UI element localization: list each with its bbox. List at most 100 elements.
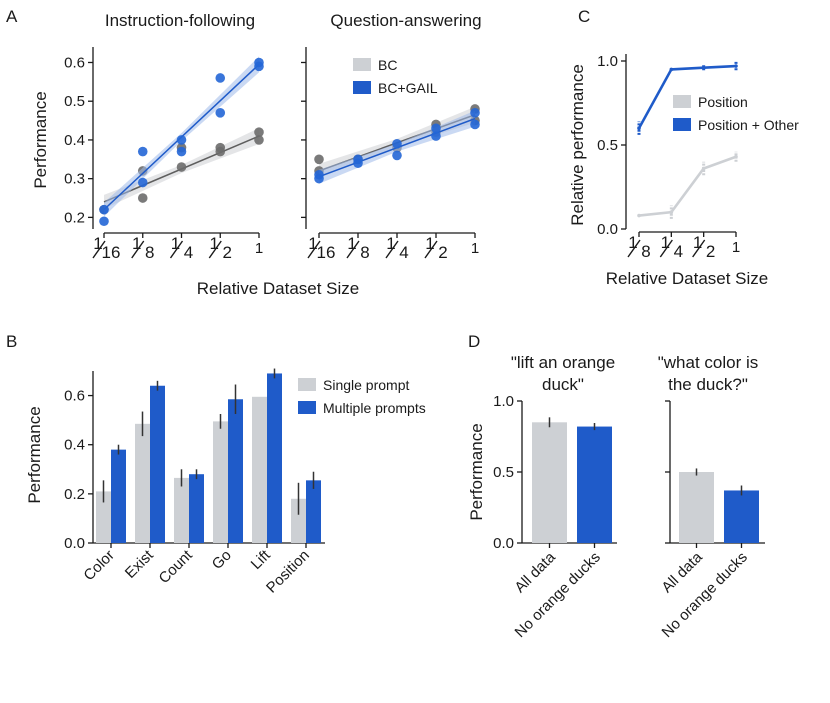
chart-d2-bar (724, 490, 759, 543)
chart-b-bar (228, 399, 243, 543)
chart-a1-ytick-label: 0.2 (64, 209, 85, 226)
chart-b-xtick-label: Count (156, 546, 197, 587)
chart-a-xlabel: Relative Dataset Size (197, 279, 360, 298)
chart-a2-point (470, 108, 480, 118)
chart-a2-point (353, 154, 363, 165)
chart-c-ytick-label: 0.0 (597, 221, 618, 238)
chart-b-bar (174, 477, 189, 543)
chart-a1-xtick-den: 16 (102, 243, 121, 262)
chart-a2-xtick-num: 1 (347, 234, 356, 253)
chart-b-ytick-label: 0.2 (64, 486, 85, 503)
chart-d1-title-line1: "lift an orange (511, 353, 615, 372)
chart-b-bar (291, 498, 306, 543)
chart-a1-xtick-slash (208, 240, 222, 259)
chart-a1-xtick-den: 2 (223, 243, 232, 262)
legend-b-single-label: Single prompt (323, 377, 409, 393)
chart-c-ytick-label: 0.5 (597, 137, 618, 154)
chart-c-point (669, 210, 674, 214)
panel-label-a: A (6, 7, 18, 26)
chart-b-bar (135, 423, 150, 543)
chart-d2-title-line1: "what color is (658, 353, 759, 372)
chart-d2-title-line2: the duck?" (668, 375, 748, 394)
chart-a1-xtick-slash (92, 240, 106, 259)
chart-d-ylabel: Performance (467, 423, 486, 520)
chart-b-ylabel: Performance (25, 406, 44, 503)
chart-b-bar (252, 396, 267, 543)
legend-b-multiple-swatch (298, 401, 316, 414)
chart-a1-xtick-slash (131, 240, 145, 259)
chart-c-xtick-slash (692, 239, 706, 258)
chart-a2-xtick-slash (346, 240, 360, 259)
chart-a2-point (314, 173, 324, 184)
chart-d1-ytick-label: 0.5 (493, 464, 514, 481)
chart-b-xtick-label: Go (209, 547, 235, 573)
chart-b-xtick-label: Position (263, 547, 313, 597)
chart-c-xtick-num: 1 (693, 233, 702, 252)
chart-b-bar (267, 373, 282, 543)
chart-a2-xtick-den: 8 (360, 243, 369, 262)
chart-d1-title-line2: duck" (542, 375, 584, 394)
chart-a1-point (215, 73, 226, 83)
chart-a1-xtick-label: 1 (255, 240, 263, 257)
chart-c-xtick-label: 1 (732, 239, 740, 256)
chart-a1-ytick-label: 0.6 (64, 54, 85, 71)
chart-a2-xtick-den: 16 (317, 243, 336, 262)
chart-a1-point (137, 146, 148, 157)
chart-a2-title: Question-answering (330, 11, 481, 30)
chart-b-bar (96, 491, 111, 543)
chart-a2-point (431, 131, 441, 141)
chart-d1-ytick-label: 0.0 (493, 535, 514, 552)
chart-b-bar (111, 449, 126, 543)
chart-a1-point (215, 142, 226, 153)
chart-d2-xtick-label: No orange ducks (659, 549, 751, 641)
chart-c-point (701, 166, 706, 171)
chart-b-ytick-label: 0.4 (64, 437, 85, 454)
chart-a1-xtick-num: 1 (210, 234, 219, 253)
chart-b-ytick-label: 0.0 (64, 535, 85, 552)
chart-a2-xtick-slash (424, 240, 438, 259)
chart-d1-bar (532, 422, 567, 543)
chart-a1-point (254, 127, 264, 137)
chart-a2-point (392, 150, 402, 161)
chart-a2-point (470, 119, 480, 130)
chart-d2-bar (679, 472, 714, 543)
chart-b-bar (150, 385, 165, 543)
chart-a2-xtick-slash (385, 240, 399, 259)
chart-b-bar (306, 480, 321, 543)
chart-a1-xtick-den: 8 (145, 243, 154, 262)
chart-a2-xtick-num: 1 (308, 234, 317, 253)
chart-c-xtick-num: 1 (661, 233, 670, 252)
chart-a1-xtick-den: 4 (184, 243, 193, 262)
chart-b-bar (213, 421, 228, 543)
chart-a1-point (99, 216, 109, 227)
legend-c-position-label: Position (698, 94, 748, 110)
legend-c-other-swatch (673, 118, 691, 131)
chart-c-xlabel: Relative Dataset Size (606, 269, 769, 288)
chart-a1-point (176, 135, 187, 145)
chart-c-xtick-slash (627, 239, 641, 258)
chart-b-xtick-label: Lift (248, 546, 275, 573)
chart-c-xtick-den: 4 (674, 242, 683, 261)
chart-a2-point (392, 139, 402, 149)
legend-a-gail-swatch (353, 81, 371, 94)
chart-d1-xtick-label: No orange ducks (512, 549, 604, 641)
legend-c-other-label: Position + Other (698, 117, 799, 133)
chart-c-point (669, 67, 674, 72)
chart-a2-xtick-slash (307, 240, 321, 259)
chart-b-bar (189, 474, 204, 543)
chart-a1-point (254, 61, 264, 72)
panel-label-b: B (6, 332, 17, 351)
chart-c-series-line (637, 64, 737, 129)
chart-a1-point (254, 135, 264, 145)
chart-a1-point (215, 108, 226, 118)
chart-c-series-line (638, 155, 737, 217)
chart-a1-ytick-label: 0.3 (64, 171, 85, 188)
chart-a1-point (137, 177, 148, 188)
chart-a2-xtick-num: 1 (425, 234, 434, 253)
chart-a2-xtick-den: 2 (438, 243, 447, 262)
chart-a1-point (176, 162, 187, 172)
chart-a1-title: Instruction-following (105, 11, 255, 30)
chart-b-xtick-label: Color (80, 547, 117, 584)
